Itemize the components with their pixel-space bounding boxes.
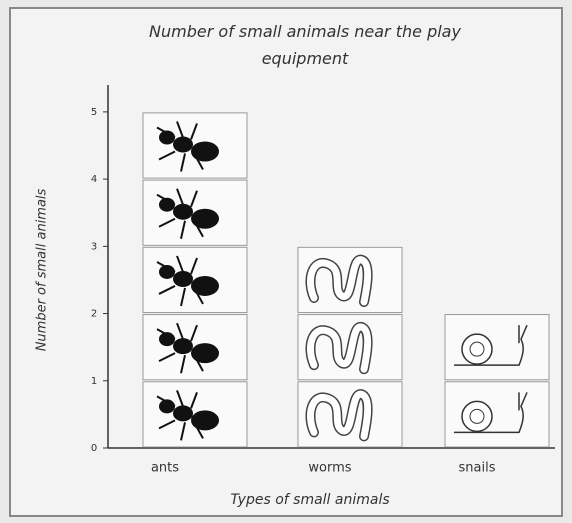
pictograph-column <box>143 113 247 447</box>
chart-page: Number of small animals Types of small a… <box>0 0 572 523</box>
ant-thorax <box>173 405 193 421</box>
pictograph-column <box>298 247 402 447</box>
y-tick-label: 4 <box>91 174 97 185</box>
x-tick-label: ants <box>151 461 179 476</box>
y-tick-label: 1 <box>91 376 97 387</box>
y-axis-label: Number of small animals <box>35 188 50 351</box>
y-tick-label: 2 <box>91 309 97 320</box>
ant-abdomen <box>191 410 219 430</box>
ant-thorax <box>173 338 193 354</box>
ant-head <box>159 332 175 346</box>
picture-card <box>445 382 549 447</box>
chart-title: Number of small animals near the play eq… <box>140 18 470 72</box>
x-tick-label: worms <box>308 461 351 476</box>
picture-card <box>445 315 549 380</box>
x-tick-label: snails <box>459 461 496 476</box>
ant-head <box>159 131 175 145</box>
ant-thorax <box>173 271 193 287</box>
ant-abdomen <box>191 343 219 363</box>
ant-thorax <box>173 137 193 153</box>
ant-head <box>159 198 175 212</box>
ant-head <box>159 399 175 413</box>
y-tick-label: 3 <box>91 241 97 252</box>
y-tick-label: 5 <box>91 107 97 118</box>
chart: Number of small animals Types of small a… <box>0 0 572 523</box>
ant-head <box>159 265 175 279</box>
x-axis-label: Types of small animals <box>230 492 389 508</box>
snail-shell <box>462 334 492 364</box>
y-tick-label: 0 <box>91 443 97 454</box>
ant-abdomen <box>191 142 219 162</box>
ant-abdomen <box>191 276 219 296</box>
ant-abdomen <box>191 209 219 229</box>
snail-shell <box>462 401 492 431</box>
ant-thorax <box>173 204 193 220</box>
